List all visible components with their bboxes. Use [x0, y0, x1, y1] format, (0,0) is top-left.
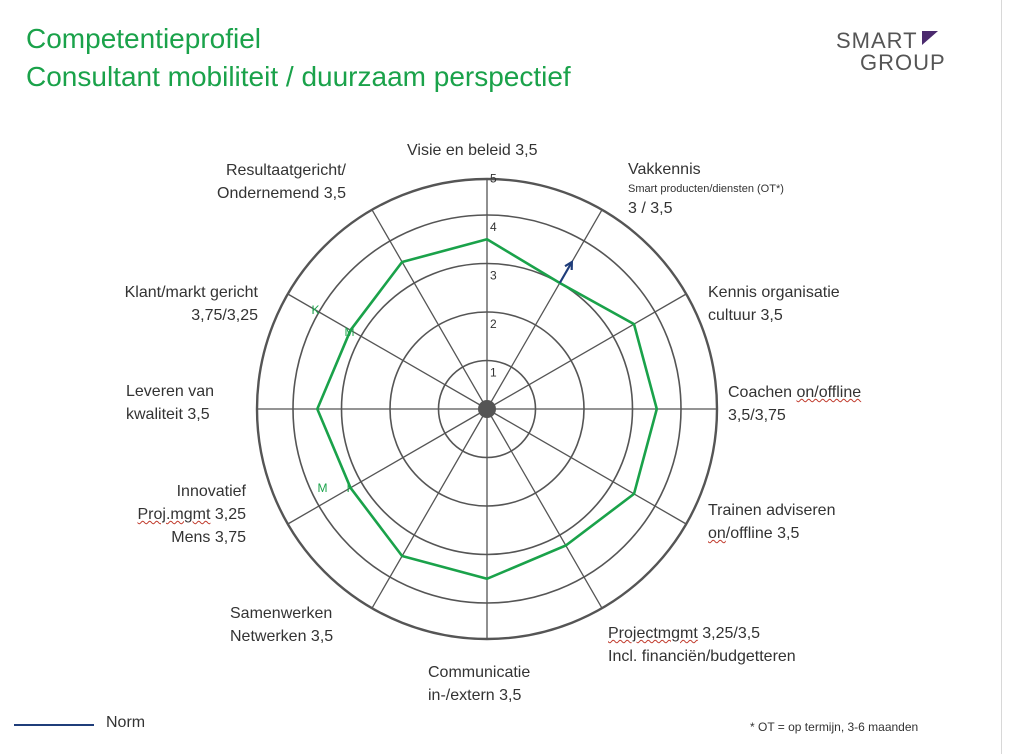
marker-m-1: M [344, 325, 354, 339]
label-coachen: Coachen on/offline 3,5/3,75 [728, 384, 862, 424]
scale-label-3: 3 [490, 269, 497, 283]
norm-arrow-shaft [558, 261, 573, 284]
label-leveren: Leveren van kwaliteit 3,5 [126, 383, 215, 423]
label-visie: Visie en beleid 3,5 [407, 142, 538, 159]
spoke-11 [371, 209, 488, 410]
smart-group-logo: SMART GROUP [836, 28, 956, 75]
page-border [1001, 0, 1002, 754]
logo-text-group: GROUP [860, 50, 946, 75]
scale-label-1: 1 [490, 366, 497, 380]
logo-text-smart: SMART [836, 28, 918, 53]
spoke-5 [486, 408, 603, 609]
page-title: Competentieprofiel Consultant mobiliteit… [26, 20, 571, 96]
scale-label-4: 4 [490, 220, 497, 234]
label-trainen: Trainen adviseren on/offline 3,5 [708, 502, 836, 542]
label-communicatie: Communicatie in-/extern 3,5 [428, 664, 531, 704]
label-vakkennis: Vakkennis Smart producten/diensten (OT*)… [628, 161, 784, 217]
center-hub [478, 400, 496, 418]
label-samenwerken: Samenwerken Netwerken 3,5 [230, 605, 334, 645]
label-klant-markt: Klant/markt gericht 3,75/3,25 [124, 284, 258, 324]
label-resultaatgericht: Resultaatgericht/ Ondernemend 3,5 [217, 162, 346, 202]
label-projectmgmt: Projectmgmt 3,25/3,5 Incl. financiën/bud… [608, 625, 796, 665]
title-line-2: Consultant mobiliteit / duurzaam perspec… [26, 61, 571, 92]
marker-i-3: I [346, 481, 349, 495]
scale-label-5: 5 [490, 172, 497, 186]
norm-arrow-head [564, 260, 574, 271]
legend-norm-label: Norm [106, 714, 146, 731]
spoke-2 [486, 293, 687, 410]
spoke-10 [287, 293, 488, 410]
spoke-8 [287, 408, 488, 525]
profile-line [315, 237, 659, 581]
footnote: * OT = op termijn, 3-6 maanden [750, 720, 919, 734]
label-innovatief: Innovatief Proj.mgmt 3,25 Mens 3,75 [137, 483, 247, 546]
spoke-7 [371, 408, 488, 609]
legend-norm-line [14, 724, 94, 726]
scale-label-2: 2 [490, 317, 497, 331]
label-kennis-organisatie: Kennis organisatie cultuur 3,5 [708, 284, 840, 324]
logo-triangle-icon [922, 31, 938, 45]
spoke-4 [486, 408, 687, 525]
spoke-1 [486, 209, 603, 410]
title-line-1: Competentieprofiel [26, 23, 262, 54]
marker-k-0: K [311, 303, 319, 317]
marker-m-2: M [317, 481, 327, 495]
